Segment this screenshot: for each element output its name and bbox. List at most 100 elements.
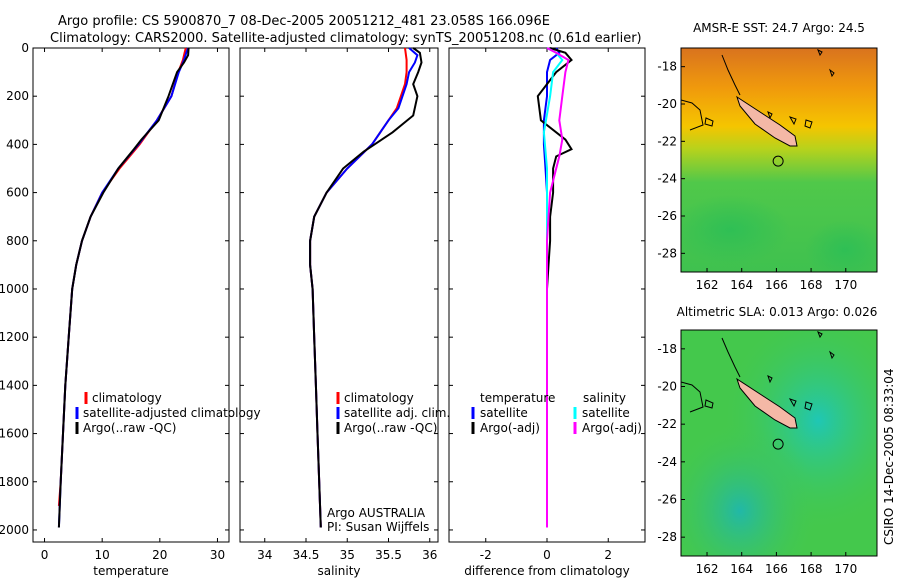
y-tick-label: 600 [6,186,29,200]
y-tick-label: -20 [657,97,677,111]
x-tick-label: 164 [730,278,753,292]
x-tick-label: 166 [765,562,788,576]
salinity-xlabel: salinity [317,564,360,578]
x-tick-label: 170 [834,278,857,292]
sst-map-new-caledonia [736,95,798,147]
y-tick-label: -18 [657,60,677,74]
x-tick-label: 34 [257,548,272,562]
x-tick-label: 0 [543,548,551,562]
series-line [57,47,190,528]
x-tick-label: 162 [696,278,719,292]
sla-map-box [680,329,878,557]
y-tick-label: 1000 [0,282,29,296]
temperature-lines [57,47,190,528]
sst-map-cool-patch [681,195,790,265]
y-tick-label: 1600 [0,427,29,441]
sst-map-box [680,47,878,273]
annotation-argo-australia: Argo AUSTRALIA [327,506,426,520]
side-label: CSIRO 14-Dec-2005 08:33:04 [882,368,896,545]
y-tick-label: -22 [657,134,677,148]
y-tick-label: -18 [657,342,677,356]
x-tick-label: 20 [152,548,167,562]
x-tick-label: 164 [730,562,753,576]
x-tick-label: 36 [422,548,437,562]
series-line [57,47,187,506]
sla-map-panel: Altimetric SLA: 0.013 Argo: 0.026 162 164… [657,305,878,576]
legend-label: satellite adj. clim. [344,406,450,420]
difference-ticks: -2 0 2 [449,47,645,562]
x-tick-label: 170 [834,562,857,576]
y-tick-label: -22 [657,417,677,431]
sst-map-profile-marker [772,155,784,167]
x-tick-label: 35 [340,548,355,562]
series-line [57,47,190,528]
x-tick-label: 34.5 [293,548,320,562]
legend-label: Argo(-adj) [480,421,540,435]
legend-label: climatology [92,391,162,405]
title-line-1: Argo profile: CS 5900870_7 08-Dec-2005 2… [58,14,550,29]
y-tick-label: 0 [21,41,29,55]
y-tick-label: 800 [6,234,29,248]
sla-map-cyan-patch [681,330,877,556]
sst-map-cool-patch [805,220,877,272]
temperature-legend: climatology satellite-adjusted climatolo… [75,391,261,435]
x-tick-label: 2 [604,548,612,562]
temperature-axes-box [32,47,230,543]
y-tick-label: 200 [6,89,29,103]
y-tick-label: -26 [657,493,677,507]
series-line [536,47,573,528]
sla-map-profile-marker [772,438,784,450]
sla-map-coastline [681,330,835,413]
y-tick-label: -24 [657,172,677,186]
salinity-ticks: 34 34.5 35 35.5 36 [240,47,438,562]
x-tick-label: 162 [696,562,719,576]
series-line [546,47,570,528]
series-line [309,47,419,528]
salinity-panel: 34 34.5 35 35.5 36 salinity climatology sate… [239,47,450,578]
sla-map-title: Altimetric SLA: 0.013 Argo: 0.026 [677,305,878,319]
salinity-lines [309,47,423,528]
legend-label: satellite [582,406,630,420]
legend-label: satellite-adjusted climatology [83,406,261,420]
sla-map-new-caledonia [736,377,798,429]
title-line-2: Climatology: CARS2000. Satellite-adjuste… [50,31,642,46]
x-tick-label: 168 [800,278,823,292]
difference-lines [536,47,573,528]
y-tick-label: -20 [657,380,677,394]
y-tick-label: 1800 [0,475,29,489]
series-line [309,47,408,528]
salinity-axes-box [239,47,439,543]
x-tick-label: 166 [765,278,788,292]
y-tick-label: -28 [657,530,677,544]
y-tick-label: -28 [657,246,677,260]
x-tick-label: 168 [800,562,823,576]
y-tick-label: 1400 [0,378,29,392]
difference-legend: temperature salinity satellite Argo(-adj… [471,391,642,435]
sla-map-ticks: 162 164 166 168 170 -18 -20 -22 -24 -26 -28 [657,342,857,576]
legend-header-temperature: temperature [480,391,555,405]
temperature-xlabel: temperature [93,564,168,578]
salinity-legend: climatology satellite adj. clim. Argo(..… [336,391,450,435]
difference-xlabel: difference from climatology [464,564,630,578]
y-tick-label: 1200 [0,330,29,344]
y-tick-label: -26 [657,209,677,223]
annotation-pi: PI: Susan Wijffels [327,520,429,534]
sst-map-title: AMSR-E SST: 24.7 Argo: 24.5 [693,21,865,35]
legend-header-salinity: salinity [583,391,626,405]
x-tick-label: -2 [480,548,492,562]
sst-map-panel: AMSR-E SST: 24.7 Argo: 24.5 162 164 166 168… [657,21,878,292]
y-tick-label: 400 [6,137,29,151]
y-tick-label: -24 [657,455,677,469]
sst-map-coastline [681,48,835,131]
x-tick-label: 30 [210,548,225,562]
legend-label: Argo(..raw -QC) [83,421,176,435]
temperature-panel: 0 10 20 30 0 200 400 600 800 1000 1200 1400 1600 1800… [0,41,261,578]
x-tick-label: 35.5 [375,548,402,562]
legend-label: Argo(..raw -QC) [344,421,437,435]
sst-map-ticks: 162 164 166 168 170 -18 -20 -22 -24 -26 -28 [657,60,857,292]
x-tick-label: 10 [95,548,110,562]
legend-label: climatology [344,391,414,405]
legend-label: satellite [480,406,528,420]
legend-label: Argo(-adj) [582,421,642,435]
